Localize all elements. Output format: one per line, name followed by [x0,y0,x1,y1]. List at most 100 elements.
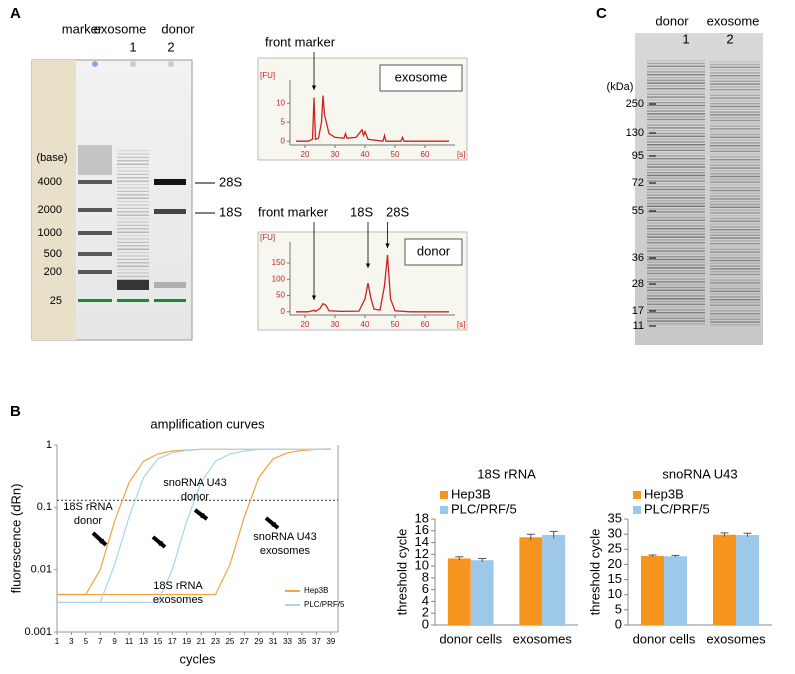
lane-band [117,173,149,175]
protein-band [710,209,760,211]
lane-band [117,235,149,237]
protein-band [710,159,760,161]
protein-band [647,256,705,258]
protein-band [647,300,705,303]
protein-band [647,76,705,79]
x-tick-label: 60 [421,320,430,329]
protein-band [647,130,705,132]
protein-band [647,60,705,62]
protein-band [647,228,705,230]
protein-band [647,200,705,202]
chart-title: 18S rRNA [477,466,536,481]
protein-band [710,293,760,295]
x-tick-label: 30 [331,320,340,329]
lane-header: exosome [94,21,147,36]
x-axis-label: cycles [179,651,216,666]
legend-label: PLC/PRF/5 [451,501,517,516]
annotation: snoRNA U43 [163,477,227,489]
protein-band [647,169,705,171]
lane-band [117,190,149,192]
x-tick-label: 19 [182,637,191,646]
protein-band [710,105,760,108]
x-tick-label: 15 [153,637,162,646]
protein-band [710,181,760,183]
protein-band [647,183,705,185]
size-label: 130 [626,127,644,139]
protein-band [710,240,760,242]
ladder-band [78,252,112,256]
lane-band [117,180,149,182]
bar [712,534,736,625]
y-tick-label: 5 [615,601,622,616]
y-tick-label: 0 [281,307,286,316]
protein-band [710,254,760,256]
lane-band [117,228,149,230]
protein-band [710,251,760,253]
y-tick-label: 25 [608,541,622,556]
size-label: 11 [633,320,644,332]
protein-band [647,104,705,107]
protein-band [710,304,760,306]
arrow-head [158,540,165,547]
protein-band [710,287,760,290]
chart-title: snoRNA U43 [662,466,737,481]
size-label: 250 [626,98,644,110]
gel-bands [78,60,760,326]
y-tick-label: 150 [272,258,286,267]
protein-band [710,324,760,326]
protein-band [710,173,760,175]
x-tick-label: 20 [301,320,310,329]
protein-band [647,177,705,179]
protein-band [710,229,760,231]
error-bar [743,532,752,537]
x-tick-label: 35 [298,637,307,646]
protein-band [710,89,760,91]
annotation: 18S [350,204,373,219]
lane-band [117,201,149,203]
panel-label: B [10,403,21,420]
x-tick-label: 29 [254,637,263,646]
protein-band [710,234,760,236]
y-tick-label: 12 [415,546,429,561]
protein-band [647,172,705,174]
protein-band [710,265,760,267]
y-tick-label: 18 [415,510,429,525]
protein-band [710,321,760,323]
protein-band [710,94,760,96]
legend-label: Hep3B [304,586,328,595]
protein-band [647,253,705,255]
legend-swatch [633,491,641,499]
protein-band [647,298,705,300]
size-label: 500 [44,248,62,260]
protein-band [647,166,705,168]
protein-band [710,77,760,80]
lane-band [117,194,149,196]
y-tick-label: 5 [281,117,286,126]
protein-band [647,281,705,283]
lane-band [117,258,149,260]
lane-band [117,272,149,274]
protein-band [710,315,760,318]
protein-band [710,150,760,152]
protein-band [647,250,705,252]
lane-band [117,255,149,257]
legend-text: exosome [395,69,448,84]
lane-band [117,265,149,267]
size-label: 36 [632,252,644,264]
protein-band [647,289,705,291]
error-bar [648,554,657,557]
band-label: 28S [219,174,242,189]
annotation: 18S rRNA [153,580,203,592]
error-bar [720,532,729,537]
protein-band [647,317,705,319]
protein-band [647,88,705,90]
protein-band [647,242,705,244]
x-unit: [s] [457,320,465,329]
protein-band [710,307,760,309]
x-tick-label: 7 [98,637,103,646]
y-tick-label: 10 [415,558,429,573]
protein-band [647,219,705,221]
legend-box [404,238,463,266]
protein-band [710,114,760,116]
protein-band [710,226,760,228]
